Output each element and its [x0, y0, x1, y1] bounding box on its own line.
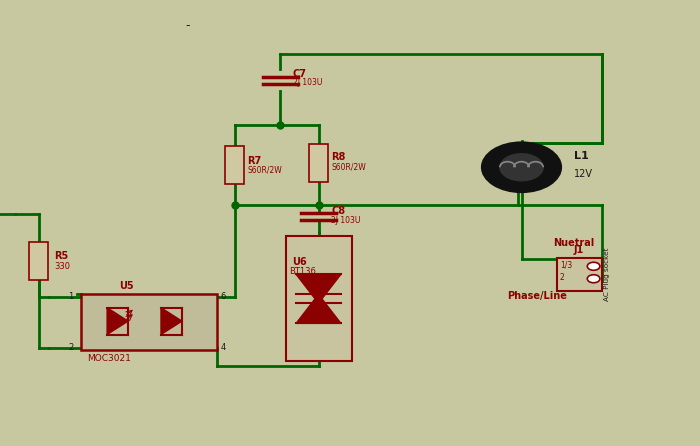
Text: BT136: BT136 — [289, 267, 316, 276]
Polygon shape — [296, 274, 341, 303]
Text: 2J 103U: 2J 103U — [331, 216, 360, 225]
Bar — [309, 144, 328, 182]
Text: S60R/2W: S60R/2W — [247, 166, 282, 175]
Text: R8: R8 — [331, 152, 346, 162]
Text: U6: U6 — [293, 257, 307, 267]
Text: -: - — [186, 19, 190, 32]
Text: MOC3021: MOC3021 — [88, 354, 132, 363]
Text: 1/3: 1/3 — [560, 261, 573, 270]
Text: U5: U5 — [119, 281, 134, 291]
Text: L1: L1 — [574, 151, 589, 161]
Text: C7: C7 — [293, 69, 307, 78]
Text: 2: 2 — [68, 343, 74, 352]
Text: Phase/Line: Phase/Line — [508, 291, 568, 301]
Text: 4: 4 — [220, 343, 225, 352]
Circle shape — [481, 141, 562, 193]
Bar — [286, 236, 352, 361]
Circle shape — [587, 275, 600, 283]
Bar — [556, 258, 602, 291]
Text: 2: 2 — [560, 273, 565, 282]
Text: S60R/2W: S60R/2W — [331, 162, 366, 171]
Polygon shape — [296, 294, 341, 323]
Text: Nuetral: Nuetral — [553, 239, 594, 248]
Bar — [225, 146, 244, 184]
Text: R7: R7 — [247, 156, 261, 165]
Text: 6: 6 — [220, 292, 226, 301]
Circle shape — [499, 153, 544, 182]
Circle shape — [587, 262, 600, 270]
Text: 330: 330 — [54, 262, 70, 271]
Text: AC Plug socket: AC Plug socket — [604, 248, 610, 301]
Text: C8: C8 — [331, 206, 345, 215]
Text: J1: J1 — [574, 245, 584, 255]
Text: 12V: 12V — [574, 169, 593, 179]
Bar — [80, 294, 217, 350]
Polygon shape — [161, 308, 182, 334]
Bar — [29, 242, 48, 280]
Text: R5: R5 — [54, 252, 68, 261]
Polygon shape — [107, 308, 128, 334]
Text: 1: 1 — [68, 292, 74, 301]
Text: 2J 103U: 2J 103U — [293, 78, 322, 87]
